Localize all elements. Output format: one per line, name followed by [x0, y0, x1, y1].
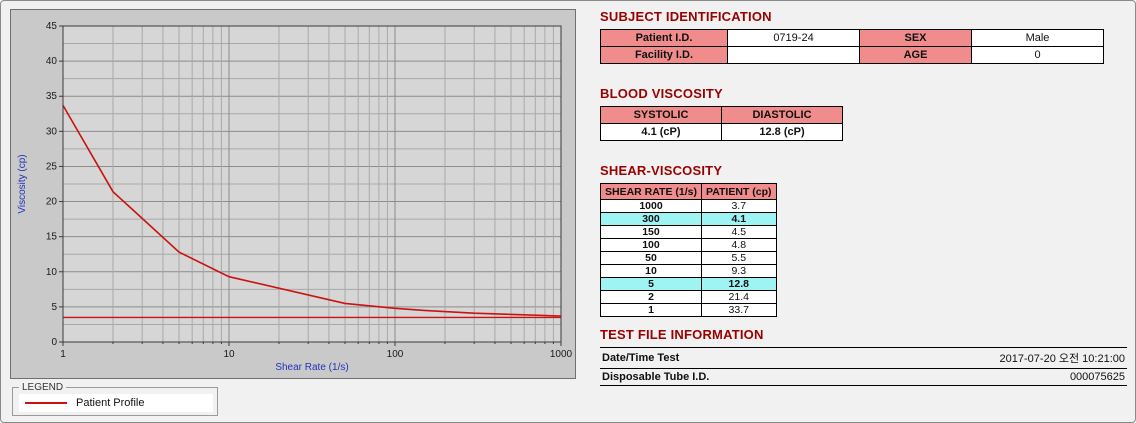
info-panel: SUBJECT IDENTIFICATION Patient I.D. 0719…: [586, 1, 1135, 422]
table-row: Facility I.D. AGE 0: [600, 46, 1104, 64]
svg-text:20: 20: [46, 197, 58, 208]
age-value: 0: [971, 46, 1104, 64]
patient-cp-cell: 4.8: [700, 238, 777, 252]
table-row: SHEAR RATE (1/s) PATIENT (cp): [600, 183, 777, 200]
svg-text:10: 10: [223, 349, 235, 360]
shear-row: 2 21.4: [600, 290, 777, 304]
svg-text:25: 25: [46, 161, 58, 172]
table-row: Patient I.D. 0719-24 SEX Male: [600, 29, 1104, 47]
patient-cp-header: PATIENT (cp): [700, 183, 777, 200]
patient-cp-cell: 12.8: [700, 277, 777, 291]
viscosity-chart-canvas: 0 5 10 15 20 25 30 35 40 45 1 10 100 1000 Shear Rate (…: [17, 21, 573, 373]
patient-cp-cell: 3.7: [700, 199, 777, 213]
shear-rate-header: SHEAR RATE (1/s): [600, 183, 702, 200]
blood-viscosity-table: SYSTOLIC DIASTOLIC 4.1 (cP) 12.8 (cP): [600, 106, 843, 141]
patient-cp-cell: 21.4: [700, 290, 777, 304]
svg-text:Viscosity (cp): Viscosity (cp): [17, 154, 28, 213]
shear-row: 100 4.8: [600, 238, 777, 252]
shear-row: 50 5.5: [600, 251, 777, 265]
sex-value: Male: [971, 29, 1104, 47]
patient-cp-cell: 5.5: [700, 251, 777, 265]
svg-text:100: 100: [387, 349, 404, 360]
table-row: Date/Time Test 2017-07-20 오전 10:21:00: [600, 347, 1127, 369]
shear-viscosity-table: SHEAR RATE (1/s) PATIENT (cp) 1000 3.7 3…: [600, 183, 777, 317]
test-file-information-table: Date/Time Test 2017-07-20 오전 10:21:00 Di…: [600, 347, 1127, 386]
date-time-test-value: 2017-07-20 오전 10:21:00: [843, 347, 1127, 369]
facility-id-value: [727, 46, 860, 64]
svg-text:1: 1: [60, 349, 66, 360]
svg-text:0: 0: [51, 337, 57, 348]
svg-text:5: 5: [51, 302, 57, 313]
shear-rate-cell: 100: [600, 238, 702, 252]
shear-viscosity-title: SHEAR-VISCOSITY: [600, 163, 723, 178]
systolic-header: SYSTOLIC: [600, 106, 722, 124]
test-file-information-title: TEST FILE INFORMATION: [600, 327, 764, 342]
shear-row: 150 4.5: [600, 225, 777, 239]
blood-viscosity-title: BLOOD VISCOSITY: [600, 86, 723, 101]
patient-cp-cell: 4.5: [700, 225, 777, 239]
viscosity-chart: 0 5 10 15 20 25 30 35 40 45 1 10 100 1000 Shear Rate (…: [10, 9, 576, 379]
diastolic-header: DIASTOLIC: [721, 106, 843, 124]
svg-text:40: 40: [46, 56, 58, 67]
shear-rate-cell: 1000: [600, 199, 702, 213]
table-row: 4.1 (cP) 12.8 (cP): [600, 123, 843, 141]
shear-row: 10 9.3: [600, 264, 777, 278]
disposable-tube-id-label: Disposable Tube I.D.: [600, 368, 844, 386]
patient-cp-cell: 33.7: [700, 303, 777, 317]
patient-profile-line-swatch: [25, 402, 67, 404]
sex-label: SEX: [859, 29, 972, 47]
subject-identification-title: SUBJECT IDENTIFICATION: [600, 9, 772, 24]
shear-rate-cell: 300: [600, 212, 702, 226]
patient-cp-cell: 9.3: [700, 264, 777, 278]
facility-id-label: Facility I.D.: [600, 46, 728, 64]
shear-rate-cell: 1: [600, 303, 702, 317]
svg-text:1000: 1000: [550, 349, 573, 360]
shear-rate-cell: 150: [600, 225, 702, 239]
legend-title: LEGEND: [22, 382, 64, 393]
patient-id-label: Patient I.D.: [600, 29, 728, 47]
svg-text:10: 10: [46, 267, 58, 278]
shear-row-highlighted: 5 12.8: [600, 277, 777, 291]
subject-identification-table: Patient I.D. 0719-24 SEX Male Facility I…: [600, 29, 1104, 64]
patient-id-value: 0719-24: [727, 29, 860, 47]
systolic-value: 4.1 (cP): [600, 123, 722, 141]
shear-rate-cell: 10: [600, 264, 702, 278]
patient-cp-cell: 4.1: [700, 212, 777, 226]
shear-rate-cell: 50: [600, 251, 702, 265]
svg-text:Shear Rate (1/s): Shear Rate (1/s): [275, 362, 348, 373]
shear-row: 1000 3.7: [600, 199, 777, 213]
shear-row-highlighted: 300 4.1: [600, 212, 777, 226]
shear-row: 1 33.7: [600, 303, 777, 317]
shear-rate-cell: 5: [600, 277, 702, 291]
disposable-tube-id-value: 000075625: [843, 368, 1127, 386]
table-row: Disposable Tube I.D. 000075625: [600, 368, 1127, 386]
svg-text:45: 45: [46, 21, 58, 32]
chart-panel: 0 5 10 15 20 25 30 35 40 45 1 10 100 1000 Shear Rate (…: [1, 1, 586, 422]
shear-rate-cell: 2: [600, 290, 702, 304]
svg-text:30: 30: [46, 126, 58, 137]
table-row: SYSTOLIC DIASTOLIC: [600, 106, 843, 124]
legend-entry: Patient Profile: [19, 394, 213, 412]
date-time-test-label: Date/Time Test: [600, 347, 844, 369]
chart-legend: LEGEND Patient Profile: [12, 382, 218, 416]
svg-text:35: 35: [46, 91, 58, 102]
svg-text:15: 15: [46, 232, 58, 243]
diastolic-value: 12.8 (cP): [721, 123, 843, 141]
legend-series-label: Patient Profile: [76, 397, 145, 409]
age-label: AGE: [859, 46, 972, 64]
